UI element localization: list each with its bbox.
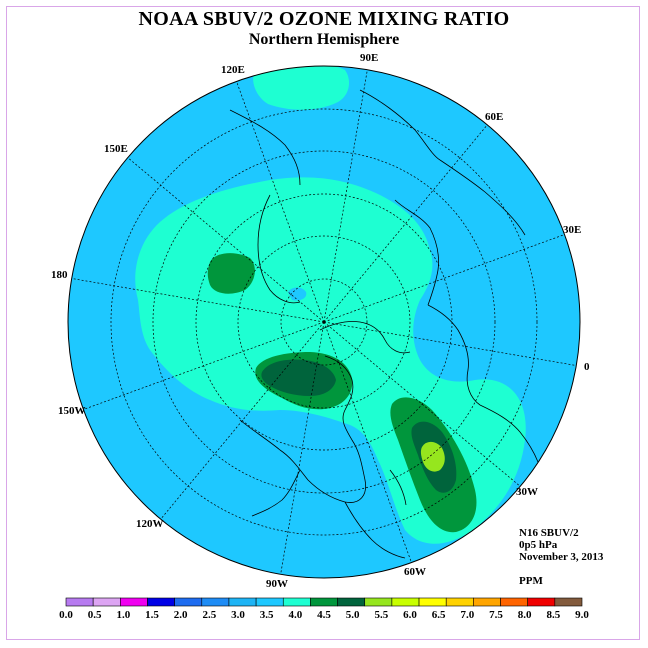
colorbar-tick-label: 1.0 [116, 609, 130, 621]
colorbar-swatch [500, 597, 528, 607]
colorbar-swatch [337, 597, 366, 607]
colorbar-swatch [147, 597, 175, 607]
figure-frame [6, 6, 640, 640]
colorbar-swatch [92, 597, 121, 607]
colorbar-tick-label: 9.0 [575, 609, 589, 621]
map-title: NOAA SBUV/2 OZONE MIXING RATIO [138, 8, 510, 30]
colorbar-swatch [418, 597, 447, 607]
lon-label-120e: 120E [221, 64, 245, 76]
lon-label-30e: 30E [563, 224, 581, 236]
colorbar-tick-label: 2.0 [174, 609, 188, 621]
lon-label-180: 180 [51, 269, 68, 281]
colorbar-swatch [554, 597, 583, 607]
lon-label-150w: 150W [58, 405, 86, 417]
colorbar-swatch [120, 597, 148, 607]
colorbar-tick-label: 3.5 [260, 609, 274, 621]
colorbar-tick-label: 6.0 [403, 609, 417, 621]
colorbar-swatch [527, 597, 556, 607]
coastlines [229, 89, 539, 559]
lon-label-90e: 90E [360, 52, 378, 64]
colorbar-swatch [310, 597, 338, 607]
ozone-contour-5-5-peak [420, 441, 445, 472]
lon-label-90w: 90W [266, 578, 288, 590]
colorbar-tick-label: 8.0 [518, 609, 532, 621]
colorbar-tick-label: 7.0 [460, 609, 474, 621]
colorbar-tick-label: 5.0 [346, 609, 360, 621]
lon-label-0: 0 [584, 361, 590, 373]
colorbar-swatch [65, 597, 94, 607]
colorbar-swatch [201, 597, 230, 607]
colorbar-tick-label: 5.5 [374, 609, 388, 621]
map-subtitle: Northern Hemisphere [248, 31, 400, 48]
colorbar-swatch [391, 597, 420, 607]
level-label: 0p5 hPa [519, 539, 558, 551]
ozone-contour-4-0-top [253, 66, 350, 110]
colorbar-tick-label: 4.5 [317, 609, 331, 621]
map-boundary [67, 65, 581, 579]
graticule [68, 66, 580, 578]
ozone-contour-3-5-hole [288, 287, 307, 301]
colorbar-tick-label: 1.5 [145, 609, 159, 621]
colorbar-swatch [445, 597, 474, 607]
colorbar-tick-label: 3.0 [231, 609, 245, 621]
colorbar-tick-label: 7.5 [489, 609, 503, 621]
units-label: PPM [519, 575, 543, 587]
colorbar-swatch [282, 597, 311, 607]
colorbar-swatch [255, 597, 284, 607]
colorbar-tick-label: 8.5 [546, 609, 560, 621]
lon-label-150e: 150E [104, 143, 128, 155]
ozone-contour-4-5-west [207, 253, 255, 294]
colorbar-tick-label: 6.5 [432, 609, 446, 621]
colorbar-tick-label: 2.5 [202, 609, 216, 621]
lon-label-120w: 120W [136, 518, 164, 530]
colorbar: 0.0 0.5 1.0 1.5 2.0 2.5 3.0 3.5 4.0 4.5 5.0 5.5 6.0 6… [59, 597, 589, 621]
ozone-contour-5-0-canada [261, 359, 336, 396]
lon-label-30w: 30W [516, 486, 538, 498]
colorbar-swatch [228, 597, 257, 607]
instrument-label: N16 SBUV/2 [519, 527, 579, 539]
colorbar-swatch [174, 597, 203, 607]
colorbar-swatch [364, 597, 393, 607]
date-label: November 3, 2013 [519, 551, 604, 563]
colorbar-tick-label: 4.0 [288, 609, 302, 621]
lon-label-60e: 60E [485, 111, 503, 123]
lon-label-60w: 60W [404, 566, 426, 578]
colorbar-tick-label: 0.0 [59, 609, 73, 621]
colorbar-tick-label: 0.5 [88, 609, 102, 621]
colorbar-swatch [473, 597, 501, 607]
